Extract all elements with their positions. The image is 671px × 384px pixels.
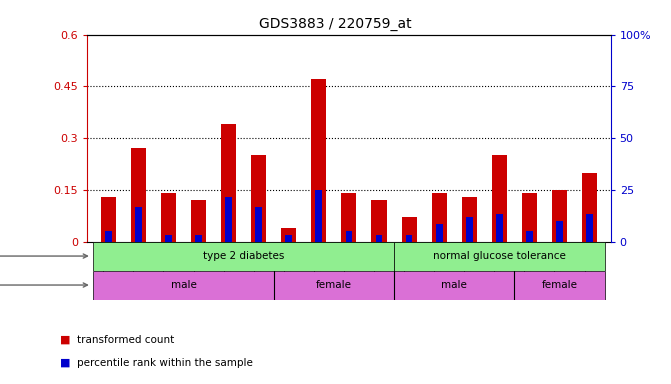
Text: transformed count: transformed count: [77, 335, 174, 345]
Text: disease state: disease state: [0, 251, 87, 261]
Bar: [406, 235, 413, 242]
Bar: [131, 148, 146, 242]
Bar: [93, 242, 394, 271]
Bar: [161, 193, 176, 242]
Bar: [401, 217, 417, 242]
Bar: [195, 235, 202, 242]
Bar: [274, 271, 394, 300]
Text: male: male: [170, 280, 197, 290]
Bar: [462, 197, 477, 242]
Bar: [435, 224, 443, 242]
Text: gender: gender: [0, 280, 87, 290]
Text: type 2 diabetes: type 2 diabetes: [203, 251, 285, 261]
Bar: [105, 231, 111, 242]
Bar: [165, 235, 172, 242]
Bar: [394, 271, 515, 300]
Text: normal glucose tolerance: normal glucose tolerance: [433, 251, 566, 261]
Text: GDS3883 / 220759_at: GDS3883 / 220759_at: [259, 17, 412, 31]
Bar: [251, 155, 266, 242]
Bar: [225, 197, 232, 242]
Bar: [93, 271, 274, 300]
Bar: [431, 193, 447, 242]
Text: female: female: [541, 280, 578, 290]
Bar: [101, 197, 116, 242]
Bar: [466, 217, 472, 242]
Text: male: male: [442, 280, 467, 290]
Bar: [515, 271, 605, 300]
Bar: [492, 155, 507, 242]
Bar: [311, 79, 326, 242]
Bar: [285, 235, 292, 242]
Text: female: female: [316, 280, 352, 290]
Bar: [372, 200, 386, 242]
Text: ■: ■: [60, 335, 71, 345]
Bar: [586, 214, 593, 242]
Bar: [315, 190, 322, 242]
Bar: [582, 172, 597, 242]
Bar: [522, 193, 537, 242]
Bar: [135, 207, 142, 242]
Bar: [394, 242, 605, 271]
Bar: [255, 207, 262, 242]
Bar: [346, 231, 352, 242]
Bar: [556, 221, 563, 242]
Text: percentile rank within the sample: percentile rank within the sample: [77, 358, 253, 368]
Bar: [552, 190, 567, 242]
Bar: [221, 124, 236, 242]
Bar: [191, 200, 206, 242]
Bar: [496, 214, 503, 242]
Bar: [526, 231, 533, 242]
Bar: [376, 235, 382, 242]
Bar: [281, 228, 297, 242]
Text: ■: ■: [60, 358, 71, 368]
Bar: [342, 193, 356, 242]
